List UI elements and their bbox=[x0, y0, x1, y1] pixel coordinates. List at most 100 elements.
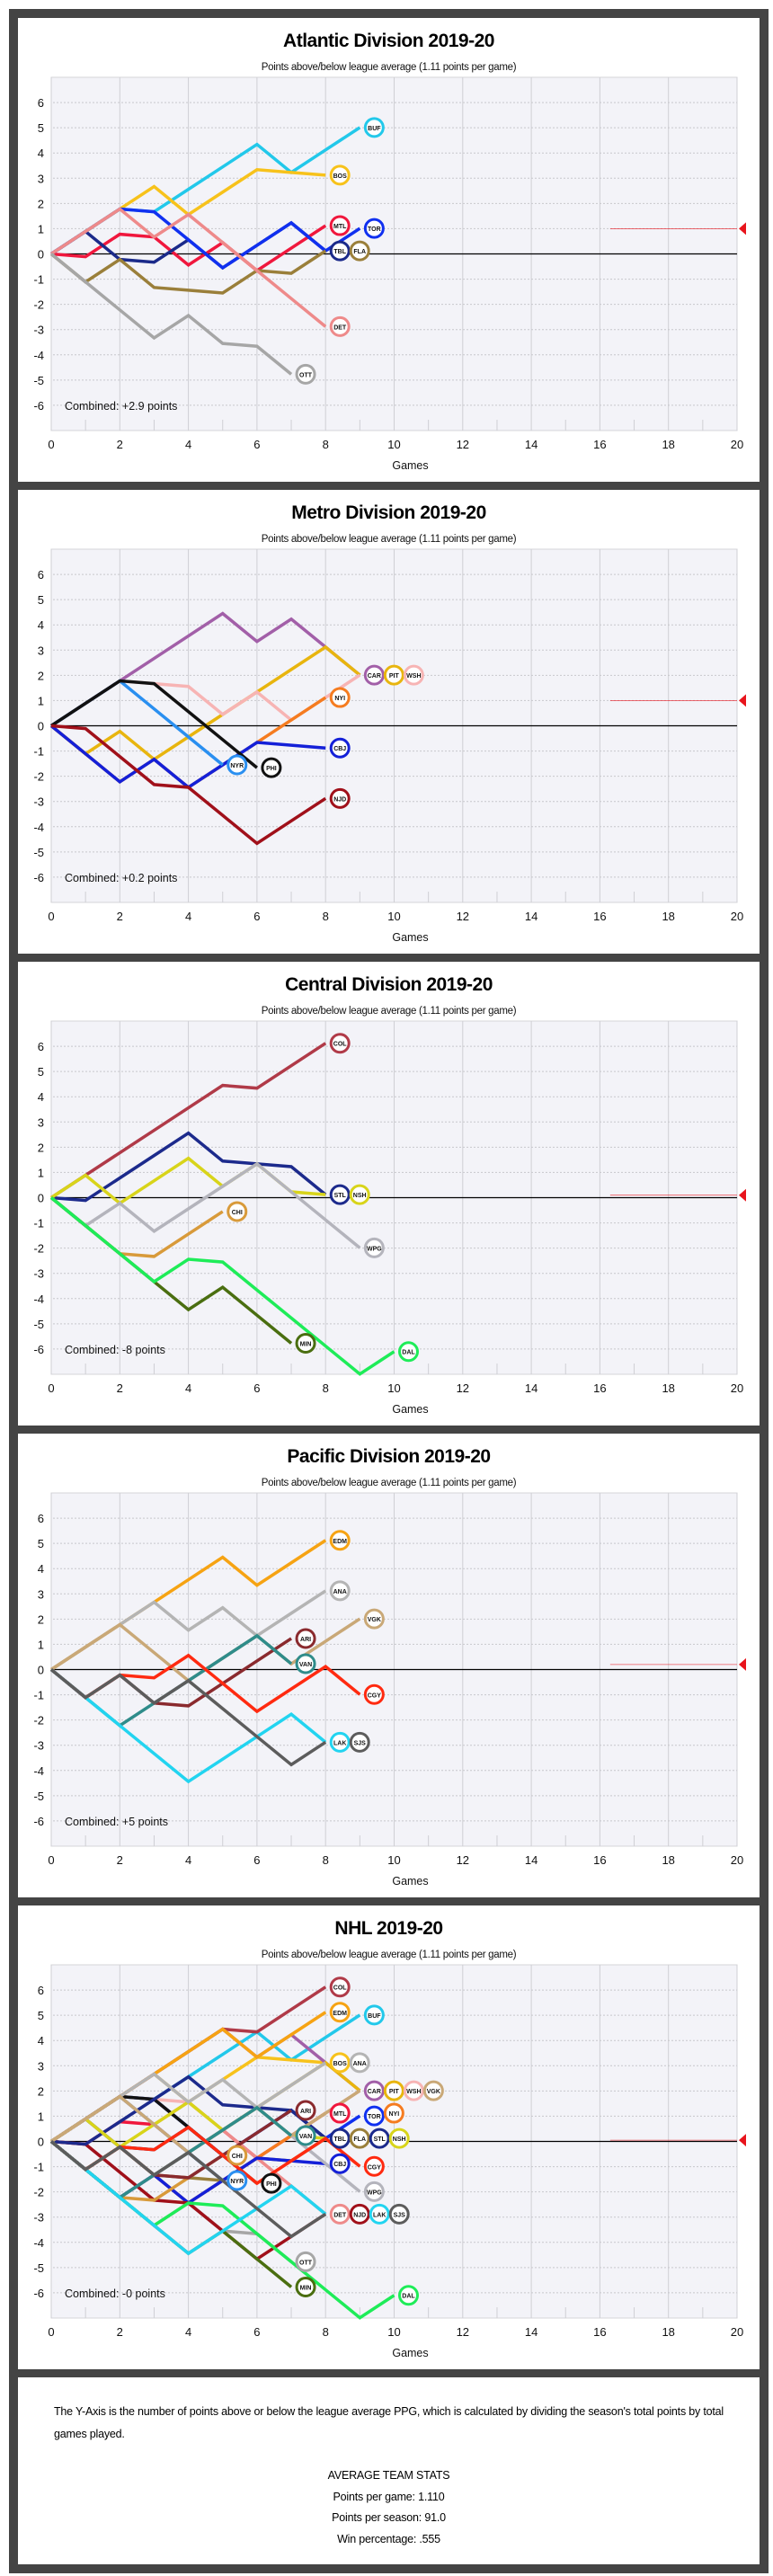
team-logo-lak: LAK bbox=[369, 2203, 390, 2225]
chart-title: NHL 2019-20 bbox=[334, 1918, 443, 1939]
svg-text:SJS: SJS bbox=[394, 2212, 406, 2218]
y-tick-label: 3 bbox=[38, 644, 44, 657]
team-logo-wsh: WSH bbox=[403, 2080, 424, 2101]
svg-text:NYR: NYR bbox=[230, 763, 244, 769]
team-logo-mtl: MTL bbox=[329, 2102, 351, 2124]
y-tick-label: -1 bbox=[33, 1689, 44, 1702]
y-tick-label: -5 bbox=[33, 1790, 44, 1803]
svg-text:PHI: PHI bbox=[266, 2181, 277, 2188]
x-tick-label: 10 bbox=[387, 1853, 400, 1867]
y-tick-label: 0 bbox=[38, 720, 44, 733]
svg-text:MIN: MIN bbox=[300, 2285, 312, 2291]
svg-text:MTL: MTL bbox=[333, 224, 347, 230]
team-logo-det: DET bbox=[329, 2203, 351, 2225]
x-tick-label: 4 bbox=[185, 438, 191, 451]
svg-text:STL: STL bbox=[334, 1193, 347, 1199]
svg-text:TBL: TBL bbox=[333, 2136, 346, 2143]
chart-title: Metro Division 2019-20 bbox=[291, 502, 486, 523]
team-logo-stl: STL bbox=[369, 2127, 390, 2149]
svg-text:OTT: OTT bbox=[299, 2260, 313, 2266]
y-tick-label: 0 bbox=[38, 248, 44, 262]
team-logo-njd: NJD bbox=[329, 787, 351, 809]
svg-text:MTL: MTL bbox=[333, 2111, 347, 2118]
y-tick-label: -4 bbox=[33, 821, 44, 834]
svg-text:SJS: SJS bbox=[354, 1740, 367, 1746]
x-tick-label: 20 bbox=[731, 1381, 743, 1395]
team-logo-chi: CHI bbox=[227, 1201, 248, 1222]
x-tick-label: 4 bbox=[185, 910, 191, 923]
chart-panel: NHL 2019-20 Points above/below league ave… bbox=[18, 1905, 760, 2369]
team-logo-sjs: SJS bbox=[349, 1731, 370, 1753]
x-tick-label: 6 bbox=[253, 910, 260, 923]
combined-points-label: Combined: +2.9 points bbox=[65, 400, 177, 413]
y-tick-label: -1 bbox=[33, 2161, 44, 2174]
y-tick-label: -2 bbox=[33, 770, 44, 784]
x-axis-label: Games bbox=[392, 459, 428, 472]
svg-text:CHI: CHI bbox=[232, 2154, 243, 2160]
team-logo-cbj: CBJ bbox=[329, 2153, 351, 2174]
svg-text:NJD: NJD bbox=[333, 796, 346, 803]
svg-text:EDM: EDM bbox=[333, 1539, 347, 1545]
combined-points-label: Combined: +0.2 points bbox=[65, 872, 177, 884]
team-logo-ott: OTT bbox=[295, 2251, 316, 2272]
x-tick-label: 2 bbox=[117, 1853, 123, 1867]
y-tick-label: 5 bbox=[38, 2009, 44, 2022]
x-axis-label: Games bbox=[392, 2347, 428, 2359]
stats-title: AVERAGE TEAM STATS bbox=[327, 2469, 450, 2482]
chart-title: Atlantic Division 2019-20 bbox=[283, 31, 494, 51]
team-logo-dal: DAL bbox=[398, 1341, 419, 1363]
chart-panel: Atlantic Division 2019-20 Points above/be… bbox=[18, 18, 760, 482]
svg-text:VGK: VGK bbox=[368, 1617, 381, 1623]
y-tick-label: -3 bbox=[33, 324, 44, 337]
team-logo-buf: BUF bbox=[363, 2004, 385, 2026]
svg-text:ANA: ANA bbox=[353, 2061, 367, 2067]
y-tick-label: -4 bbox=[33, 1764, 44, 1778]
y-tick-label: 1 bbox=[38, 694, 44, 707]
team-line-stl bbox=[50, 1131, 327, 1203]
average-pace-arrow-icon bbox=[739, 1188, 746, 1202]
team-logo-col: COL bbox=[329, 1976, 351, 1998]
x-tick-label: 2 bbox=[117, 438, 123, 451]
svg-text:FLA: FLA bbox=[353, 249, 366, 255]
x-tick-label: 6 bbox=[253, 438, 260, 451]
average-team-stats: AVERAGE TEAM STATS Points per game: 1.11… bbox=[18, 2465, 760, 2550]
x-tick-label: 14 bbox=[525, 2325, 538, 2339]
x-tick-label: 16 bbox=[593, 1853, 606, 1867]
team-logo-van: VAN bbox=[295, 1653, 316, 1674]
team-logo-phi: PHI bbox=[261, 757, 282, 778]
y-tick-label: 1 bbox=[38, 1638, 44, 1651]
x-tick-label: 16 bbox=[593, 910, 606, 923]
svg-text:ANA: ANA bbox=[333, 1589, 347, 1595]
svg-text:WSH: WSH bbox=[406, 2089, 421, 2095]
svg-text:COL: COL bbox=[333, 1042, 348, 1048]
team-line-sjs bbox=[49, 2140, 327, 2239]
team-logo-stl: STL bbox=[329, 1184, 351, 1205]
x-tick-label: 8 bbox=[323, 1853, 329, 1867]
x-tick-label: 6 bbox=[253, 1381, 260, 1395]
team-logo-ari: ARI bbox=[295, 2100, 316, 2121]
chart-title: Pacific Division 2019-20 bbox=[287, 1446, 491, 1467]
x-tick-label: 4 bbox=[185, 1853, 191, 1867]
team-logo-bos: BOS bbox=[329, 2052, 351, 2074]
svg-text:STL: STL bbox=[374, 2136, 386, 2143]
team-logo-cbj: CBJ bbox=[329, 737, 351, 759]
y-tick-label: 5 bbox=[38, 121, 44, 135]
x-tick-label: 14 bbox=[525, 438, 538, 451]
x-tick-label: 12 bbox=[457, 2325, 469, 2339]
y-tick-label: 6 bbox=[38, 1512, 44, 1525]
team-logo-fla: FLA bbox=[349, 240, 370, 262]
y-tick-label: 1 bbox=[38, 1166, 44, 1179]
x-axis-label: Games bbox=[392, 1403, 428, 1416]
team-logo-edm: EDM bbox=[329, 2002, 351, 2023]
y-tick-label: -3 bbox=[33, 1267, 44, 1281]
x-tick-label: 14 bbox=[525, 910, 538, 923]
stat-points-per-season: Points per season: 91.0 bbox=[332, 2511, 446, 2524]
team-logo-bos: BOS bbox=[329, 164, 351, 186]
team-logo-nyr: NYR bbox=[227, 754, 248, 776]
x-tick-label: 10 bbox=[387, 1381, 400, 1395]
x-tick-label: 12 bbox=[457, 1853, 469, 1867]
team-logo-min: MIN bbox=[295, 1332, 316, 1354]
y-tick-label: 6 bbox=[38, 96, 44, 110]
svg-text:VGK: VGK bbox=[427, 2089, 440, 2095]
